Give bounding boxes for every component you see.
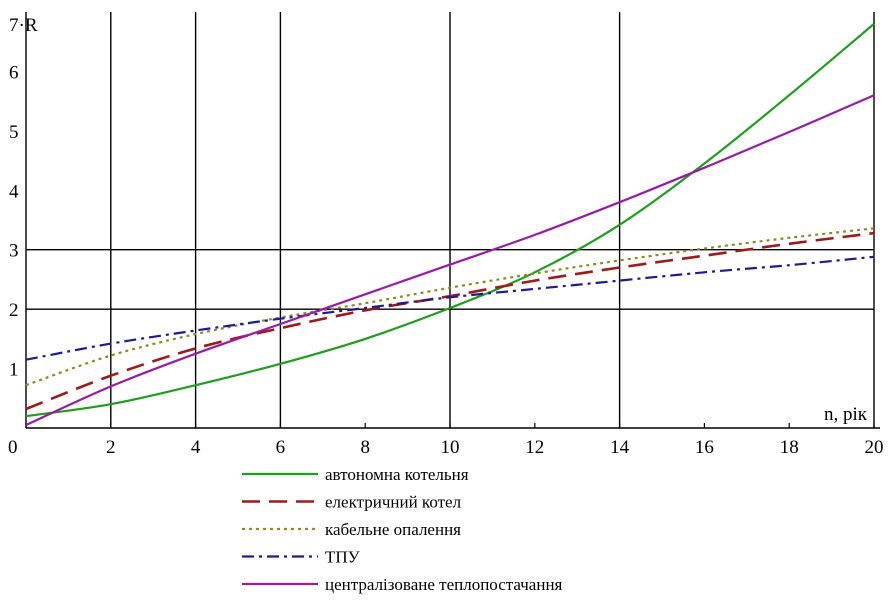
legend-label: централізоване теплопостачання <box>325 575 563 594</box>
y-tick-label: 3 <box>9 241 19 262</box>
series-lines <box>25 23 875 427</box>
x-tick-label: 20 <box>865 437 884 458</box>
series-line-5 <box>25 94 875 427</box>
x-axis-label: n, рік <box>824 404 868 425</box>
legend: автономна котельня електричний котел кабел… <box>242 465 563 594</box>
y-tick-label: 6 <box>9 62 19 83</box>
x-tick-label: 2 <box>106 437 116 458</box>
x-tick-label: 8 <box>360 437 370 458</box>
y-tick-label: 2 <box>9 300 19 321</box>
x-tick-label: 6 <box>276 437 286 458</box>
legend-label: ТПУ <box>325 548 361 567</box>
series-line-4 <box>25 255 875 361</box>
x-tick-label: 12 <box>525 437 544 458</box>
grid-lines <box>26 12 875 428</box>
x-tick-label: 18 <box>780 437 799 458</box>
x-tick-label: 14 <box>610 437 630 458</box>
legend-label: автономна котельня <box>325 465 469 484</box>
y-tick-label: 1 <box>9 360 19 381</box>
x-tick-label: 10 <box>441 437 460 458</box>
y-tick-label: 5 <box>9 122 19 143</box>
y-axis-label: 7·R <box>9 15 38 36</box>
series-line-3 <box>25 227 875 387</box>
axes <box>25 12 880 429</box>
legend-label: електричний котел <box>325 493 462 512</box>
legend-label: кабельне опалення <box>325 520 461 539</box>
series-line-1 <box>25 23 875 418</box>
x-tick-label: 16 <box>695 437 714 458</box>
x-tick-label: 4 <box>191 437 201 458</box>
series-line-2 <box>25 231 875 411</box>
y-tick-label: 4 <box>9 181 19 202</box>
x-tick-label: 0 <box>8 437 18 458</box>
